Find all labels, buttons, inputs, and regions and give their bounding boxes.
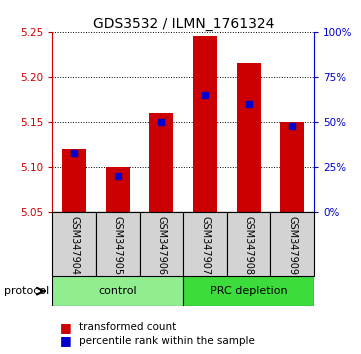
- Bar: [183, 276, 314, 306]
- Bar: [227, 212, 270, 276]
- Bar: [193, 36, 217, 212]
- Bar: [183, 212, 227, 276]
- Title: GDS3532 / ILMN_1761324: GDS3532 / ILMN_1761324: [92, 17, 274, 31]
- Text: ■: ■: [60, 321, 71, 334]
- Text: GSM347906: GSM347906: [156, 216, 166, 275]
- Text: GSM347905: GSM347905: [113, 216, 123, 275]
- Text: GSM347907: GSM347907: [200, 216, 210, 275]
- Text: control: control: [99, 286, 137, 296]
- Bar: [280, 122, 304, 212]
- Text: GSM347908: GSM347908: [244, 216, 254, 275]
- Bar: [52, 212, 96, 276]
- Text: percentile rank within the sample: percentile rank within the sample: [79, 336, 255, 346]
- Bar: [149, 113, 173, 212]
- Bar: [237, 63, 261, 212]
- Text: protocol: protocol: [4, 286, 49, 296]
- Text: GSM347904: GSM347904: [69, 216, 79, 275]
- Text: PRC depletion: PRC depletion: [210, 286, 287, 296]
- Text: ■: ■: [60, 334, 71, 347]
- Text: GSM347909: GSM347909: [287, 216, 297, 275]
- Text: transformed count: transformed count: [79, 322, 177, 332]
- Bar: [106, 167, 130, 212]
- Bar: [62, 149, 86, 212]
- Bar: [96, 212, 140, 276]
- Bar: [140, 212, 183, 276]
- Bar: [270, 212, 314, 276]
- Bar: [52, 276, 183, 306]
